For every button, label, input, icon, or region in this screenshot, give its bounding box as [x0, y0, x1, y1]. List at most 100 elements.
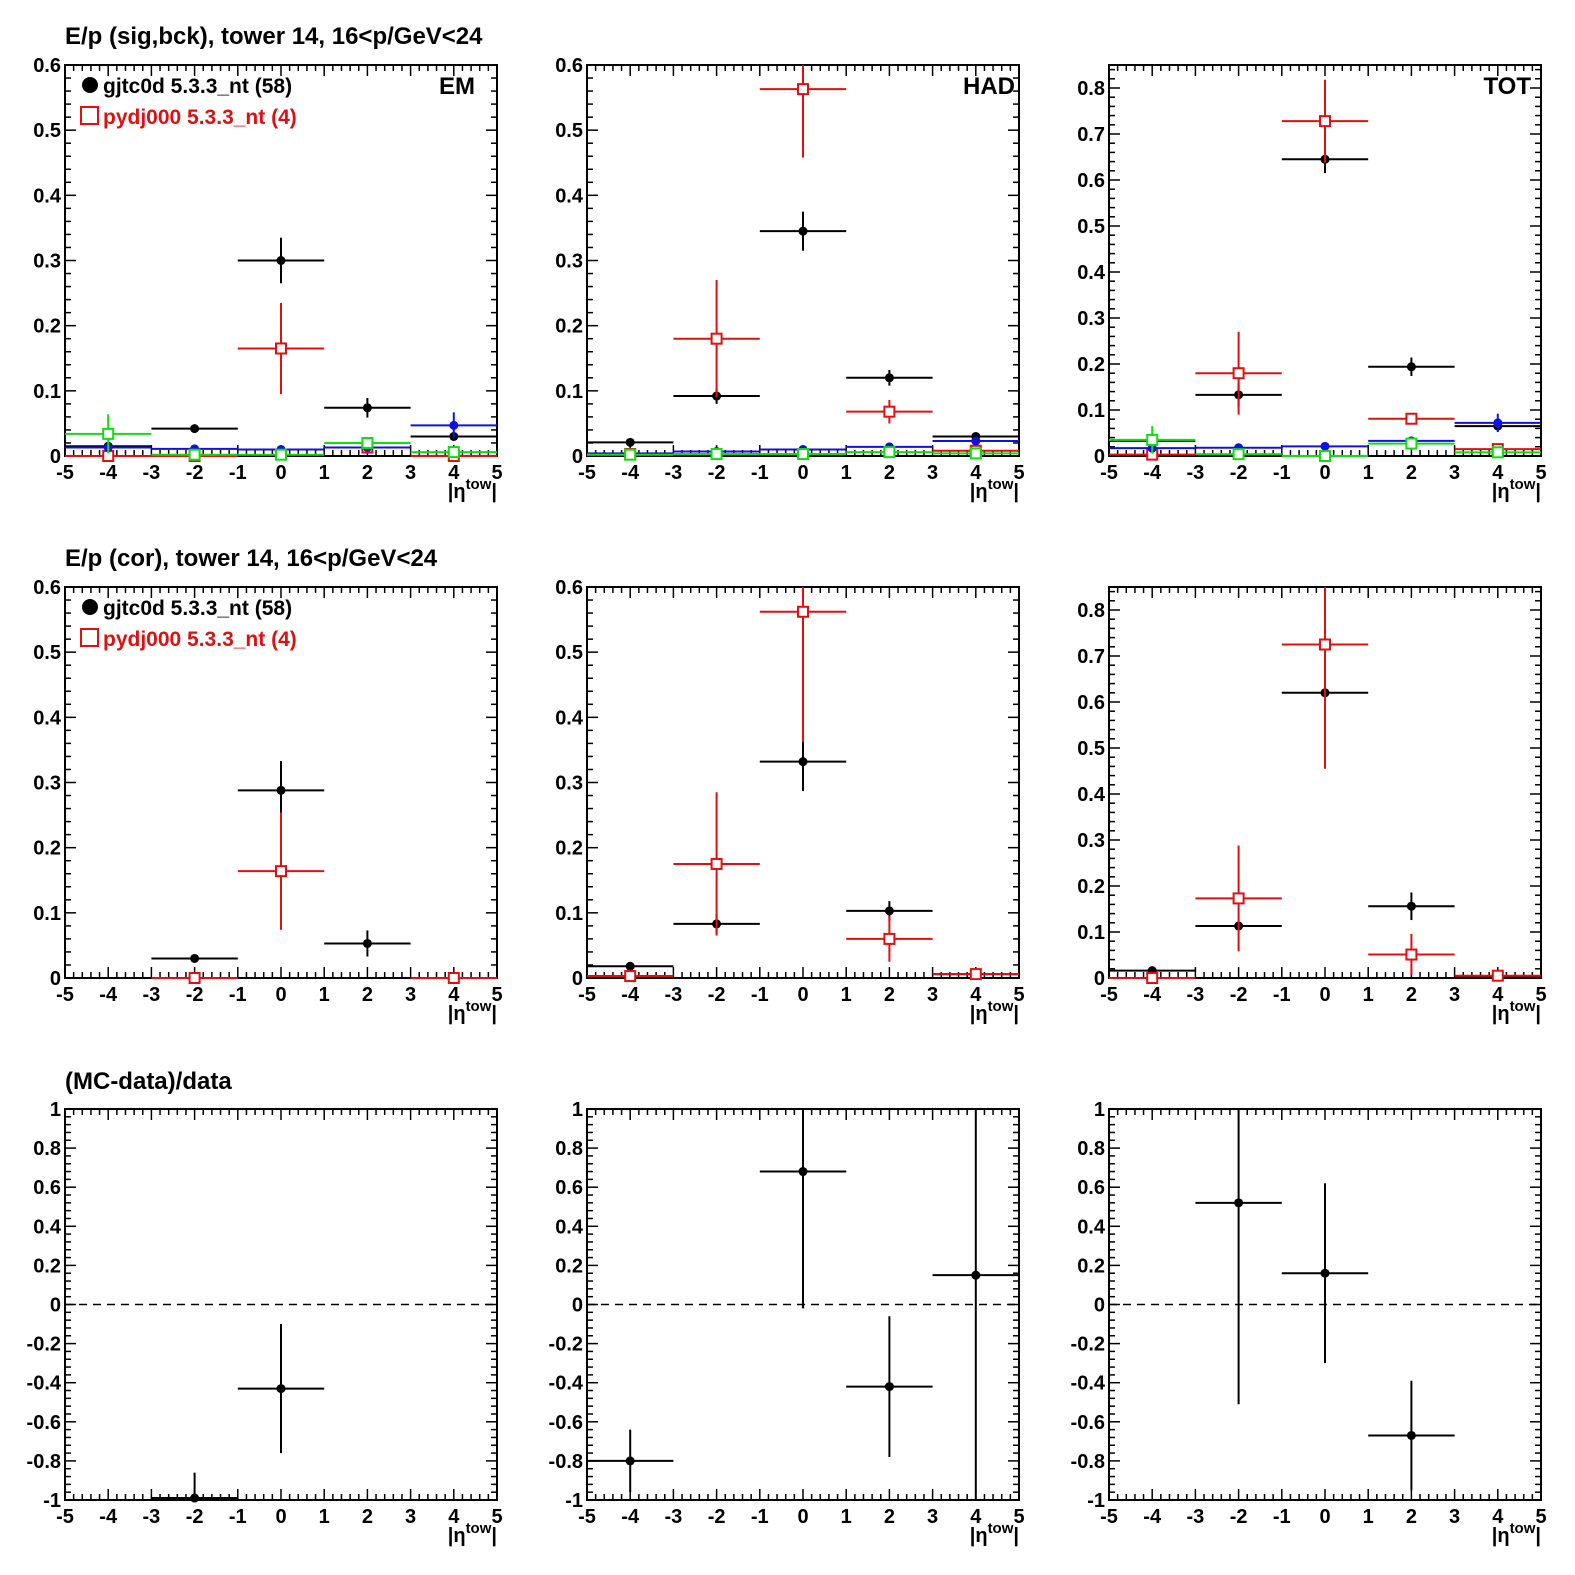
series-1 — [587, 65, 1019, 461]
panel-label-em: EM — [439, 73, 475, 100]
y-tick-label: 0.4 — [33, 707, 62, 729]
data-point — [625, 437, 635, 447]
legend-data-marker — [82, 599, 98, 615]
series-0 — [1109, 145, 1541, 446]
x-tick-label: 2 — [1406, 984, 1417, 1006]
x-tick-label: 0 — [1319, 1506, 1330, 1528]
y-tick-label: 0.2 — [1077, 876, 1105, 898]
x-tick-label: 3 — [405, 1506, 416, 1528]
data-point — [969, 968, 982, 981]
x-tick-label: 5 — [491, 462, 502, 484]
series-0 — [1195, 1109, 1455, 1491]
series-2 — [1109, 413, 1541, 453]
x-tick-label: 1 — [319, 1506, 330, 1528]
data-point — [797, 83, 809, 96]
y-tick-label: 0.5 — [555, 120, 583, 142]
plots-layer: -5 -4 -3 -2 -1 0 1 2 3 4 5 0 0.1 0.2 0.3 0.4 0.5 0.6 |ηtow… — [27, 55, 1547, 1547]
series-1 — [587, 587, 1019, 983]
plot-panel-0-2: -5 -4 -3 -2 -1 0 1 2 3 4 5 0 0.1 0.2 0.3 0.4 0.5 0.6 0.7 0.… — [1077, 64, 1547, 503]
data-point — [798, 1167, 808, 1177]
x-tick-label: 5 — [1013, 1506, 1024, 1528]
series-0 — [587, 1109, 1019, 1500]
data-point — [883, 932, 896, 945]
x-tick-label: 3 — [1449, 984, 1460, 1006]
y-tick-label: 0.5 — [1077, 216, 1105, 238]
data-point — [361, 436, 374, 449]
y-tick-label: -0.2 — [1071, 1334, 1105, 1356]
data-point — [276, 256, 286, 265]
y-tick-label: 0.1 — [555, 381, 583, 403]
x-tick-label: -3 — [1187, 984, 1205, 1006]
x-tick-label: -4 — [99, 1506, 118, 1528]
series-3 — [587, 446, 1019, 461]
x-tick-label: 2 — [1406, 1506, 1417, 1528]
y-tick-label: 0.5 — [33, 120, 61, 142]
x-tick-label: 0 — [797, 462, 808, 484]
data-point — [1319, 115, 1331, 128]
y-tick-label: 0.1 — [555, 903, 583, 925]
series-0 — [587, 211, 1019, 447]
x-tick-label: 0 — [797, 984, 808, 1006]
data-point — [190, 424, 200, 434]
y-tick-label: 0.2 — [33, 838, 61, 860]
x-tick-label: 4 — [970, 1506, 982, 1528]
data-point — [1146, 433, 1159, 446]
y-tick-label: 0.5 — [555, 642, 583, 664]
data-point — [883, 446, 896, 459]
data-point — [710, 857, 723, 870]
y-tick-label: 0.4 — [1077, 262, 1106, 284]
data-point — [1406, 1430, 1416, 1440]
x-tick-label: 4 — [1492, 984, 1504, 1006]
data-point — [969, 447, 982, 460]
y-tick-label: -0.6 — [27, 1412, 61, 1434]
data-point — [447, 446, 460, 459]
plot-panel-0-0: -5 -4 -3 -2 -1 0 1 2 3 4 5 0 0.1 0.2 0.3 0.4 0.5 0.6 |ηtow… — [33, 55, 502, 503]
x-tick-label: -1 — [1273, 462, 1291, 484]
x-tick-label: -5 — [56, 1506, 74, 1528]
y-tick-label: 0.1 — [33, 381, 61, 403]
plot-panel-2-0: -5 -4 -3 -2 -1 0 1 2 3 4 5 -1 -0.8 -0.6 -0.4 -0.2 0 0.2 0.… — [27, 1099, 503, 1547]
legend-mc-label: pydj000 5.3.3_nt (4) — [103, 106, 297, 129]
y-tick-label: 0.4 — [1077, 784, 1106, 806]
x-tick-label: 2 — [362, 462, 373, 484]
x-tick-label: 5 — [1013, 462, 1024, 484]
series-1 — [1109, 587, 1541, 984]
x-tick-label: 2 — [1406, 462, 1417, 484]
data-point — [884, 906, 894, 916]
y-tick-label: 0.6 — [33, 577, 61, 599]
x-tick-label: -3 — [1187, 1506, 1205, 1528]
data-point — [188, 972, 201, 984]
x-tick-label: 4 — [970, 462, 982, 484]
y-tick-label: -0.8 — [549, 1451, 583, 1473]
data-point — [190, 1493, 200, 1503]
y-tick-label: -0.8 — [1071, 1451, 1105, 1473]
y-tick-label: -0.2 — [27, 1334, 61, 1356]
series-0 — [587, 732, 1019, 979]
y-tick-label: 0.6 — [555, 1177, 583, 1199]
x-tick-label: -4 — [1143, 462, 1162, 484]
plot-panel-1-0: -5 -4 -3 -2 -1 0 1 2 3 4 5 0 0.1 0.2 0.3 0.4 0.5 0.6 |ηtow… — [33, 577, 502, 1025]
x-tick-label: 0 — [797, 1506, 808, 1528]
data-point — [1491, 446, 1504, 459]
data-point — [276, 1384, 286, 1394]
y-tick-label: -1 — [43, 1490, 61, 1512]
legend-row-0: gjtc0d 5.3.3_nt (58) pydj000 5.3.3_nt (4… — [80, 75, 297, 129]
legend-data-marker — [82, 77, 98, 93]
y-tick-label: 0.1 — [1077, 922, 1105, 944]
x-tick-label: -5 — [56, 984, 74, 1006]
x-tick-label: 4 — [970, 984, 982, 1006]
data-point — [1146, 972, 1159, 984]
x-axis-label: |ηtow| — [1492, 1520, 1541, 1547]
y-tick-label: 0.4 — [1077, 1216, 1106, 1238]
x-tick-label: 1 — [841, 1506, 852, 1528]
y-tick-label: -1 — [1087, 1490, 1105, 1512]
y-tick-label: 0 — [1094, 446, 1105, 468]
x-tick-label: -2 — [1230, 462, 1248, 484]
data-point — [447, 972, 460, 984]
x-tick-label: -5 — [578, 984, 596, 1006]
x-tick-label: -2 — [186, 462, 204, 484]
data-point — [710, 332, 723, 345]
x-tick-label: -3 — [143, 984, 161, 1006]
x-axis-label: |ηtow| — [448, 1520, 497, 1547]
